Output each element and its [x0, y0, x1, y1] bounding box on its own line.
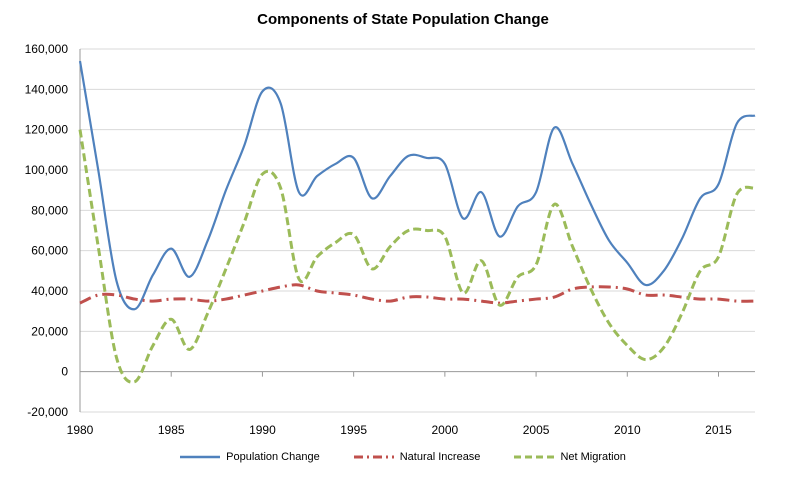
legend: Population Change Natural Increase Net M… [0, 451, 806, 463]
y-tick-label: 160,000 [25, 42, 69, 56]
legend-label: Net Migration [560, 451, 626, 463]
series-line-net-migration [78, 129, 756, 384]
y-tick-label: 40,000 [31, 284, 68, 298]
series-line-natural-increase [79, 283, 756, 305]
series-line-population-change [78, 60, 756, 311]
y-tick-label: 100,000 [25, 163, 69, 177]
legend-label: Natural Increase [399, 451, 481, 463]
y-tick-label: 120,000 [25, 123, 69, 137]
x-tick-label: 1990 [249, 423, 276, 437]
legend-item-population-change: Population Change [180, 451, 320, 463]
y-tick-label: 60,000 [31, 244, 68, 258]
x-tick-label: 2010 [614, 423, 641, 437]
legend-label: Population Change [226, 451, 320, 463]
y-tick-label: 80,000 [31, 203, 68, 217]
legend-item-natural-increase: Natural Increase [353, 451, 481, 463]
y-tick-label: 0 [61, 365, 68, 379]
x-tick-label: 2015 [705, 423, 732, 437]
chart-title: Components of State Population Change [257, 11, 549, 28]
x-tick-label: 1995 [340, 423, 367, 437]
y-tick-label: -20,000 [27, 405, 68, 419]
x-tick-label: 1980 [67, 423, 94, 437]
y-tick-label: 140,000 [25, 82, 69, 96]
x-tick-label: 1985 [158, 423, 185, 437]
y-tick-label: 20,000 [31, 324, 68, 338]
x-tick-label: 2000 [432, 423, 459, 437]
x-tick-label: 2005 [523, 423, 550, 437]
legend-item-net-migration: Net Migration [514, 451, 626, 463]
